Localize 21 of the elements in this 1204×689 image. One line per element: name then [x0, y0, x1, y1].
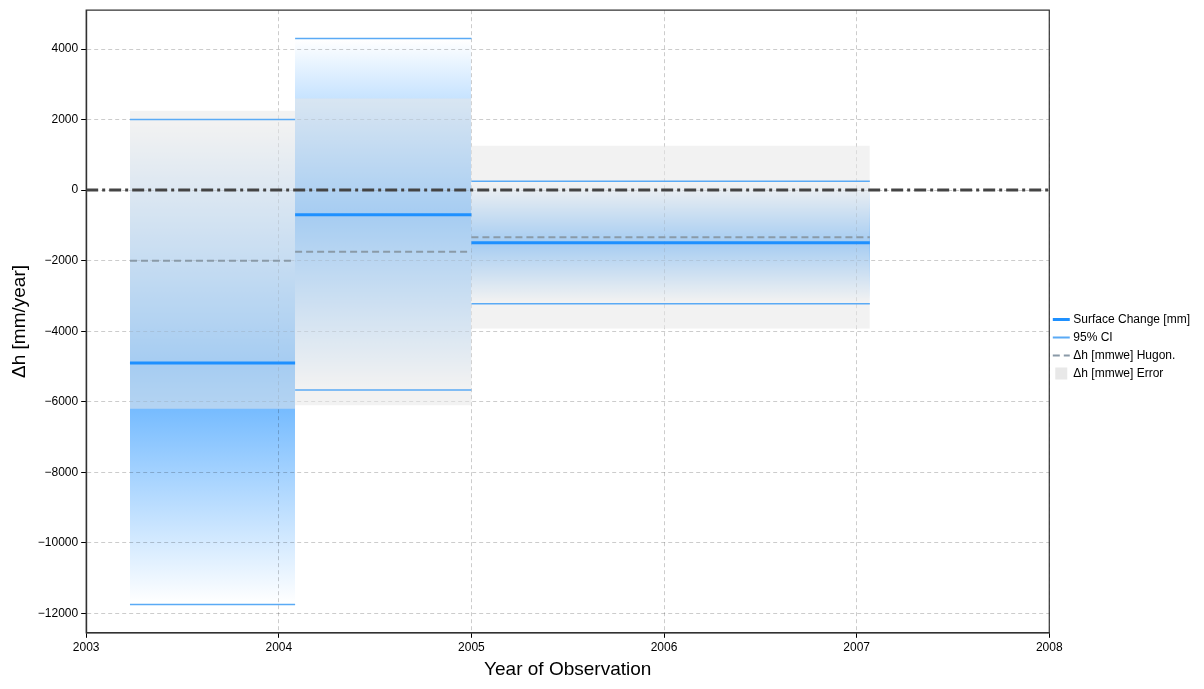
legend-label: Δh [mmwe] Hugon.: [1073, 347, 1176, 362]
y-tick-label: −2000: [44, 252, 79, 267]
y-axis-title: Δh [mm/year]: [7, 265, 29, 378]
x-tick-label: 2007: [843, 640, 871, 655]
y-tick-label: 2000: [51, 111, 79, 126]
y-tick-label: −8000: [44, 464, 79, 479]
x-tick-label: 2003: [72, 640, 100, 655]
x-tick-label: 2006: [650, 640, 678, 655]
x-tick-label: 2005: [458, 640, 486, 655]
y-tick-label: −6000: [44, 394, 79, 409]
y-tick-label: −10000: [37, 535, 79, 550]
y-tick-label: −12000: [37, 605, 79, 620]
legend-label: Δh [mmwe] Error: [1073, 365, 1164, 380]
x-axis-title: Year of Observation: [484, 657, 652, 679]
legend-label: Surface Change [mm]: [1073, 311, 1190, 326]
legend-label: 95% CI: [1073, 329, 1113, 344]
x-tick-label: 2008: [1035, 640, 1063, 655]
x-tick-label: 2004: [265, 640, 293, 655]
y-tick-label: 4000: [51, 41, 79, 56]
y-tick-label: 0: [71, 182, 79, 197]
y-tick-label: −4000: [44, 323, 79, 338]
